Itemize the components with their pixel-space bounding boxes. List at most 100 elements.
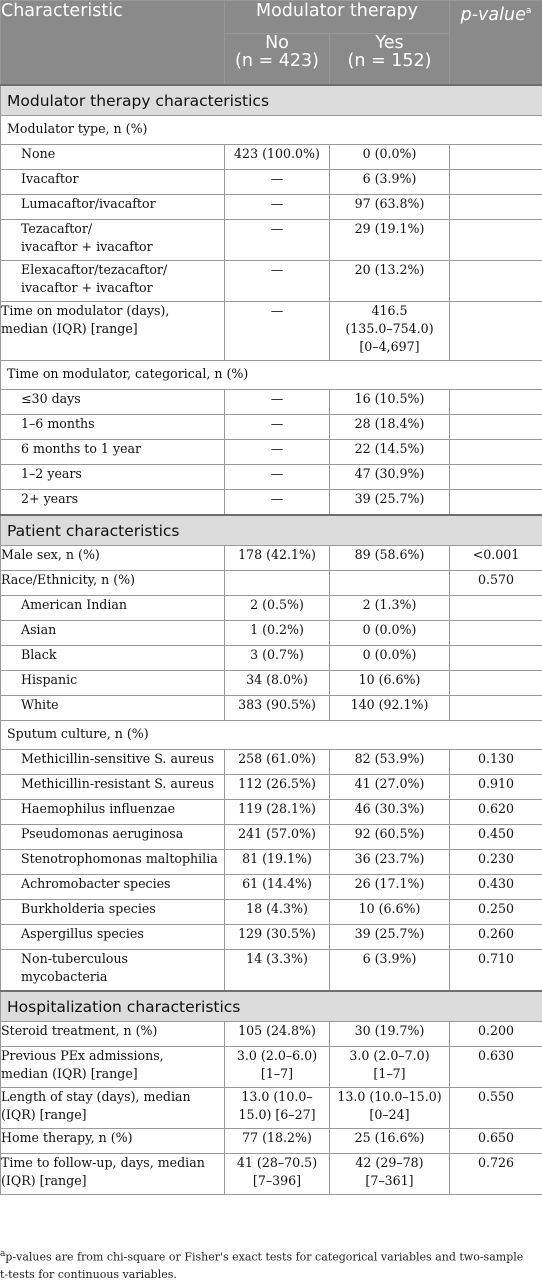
cell-no-line: 77 (18.2%) bbox=[225, 1129, 329, 1147]
cell-no: 13.0 (10.0–15.0) [6–27] bbox=[225, 1088, 330, 1129]
section-header-row: Modulator therapy characteristics bbox=[1, 85, 542, 116]
footnote-text-1: p-values are from chi-square or Fisher's… bbox=[5, 1251, 523, 1264]
cell-yes-line: 20 (13.2%) bbox=[330, 261, 449, 279]
header-yes-n: (n = 152) bbox=[330, 52, 449, 70]
cell-yes: 3.0 (2.0–7.0)[1–7] bbox=[330, 1047, 450, 1088]
cell-no: 2 (0.5%) bbox=[225, 596, 330, 621]
cell-yes-line: [0–4,697] bbox=[330, 338, 449, 356]
row-label: Stenotrophomonas maltophilia bbox=[1, 850, 225, 875]
row-label: Lumacaftor/ivacaftor bbox=[1, 195, 225, 220]
row-label: Aspergillus species bbox=[1, 925, 225, 950]
cell-p-value: 0.650 bbox=[450, 1129, 542, 1154]
group-label-line: Modulator type, n (%) bbox=[7, 120, 542, 138]
cell-p-value: 0.260 bbox=[450, 925, 542, 950]
cell-yes-line: 0 (0.0%) bbox=[330, 646, 449, 664]
cell-no: 77 (18.2%) bbox=[225, 1129, 330, 1154]
cell-yes-line: 3.0 (2.0–7.0) bbox=[330, 1047, 449, 1065]
cell-no-line: 129 (30.5%) bbox=[225, 925, 329, 943]
row-label: Home therapy, n (%) bbox=[1, 1129, 225, 1154]
table-row: 6 months to 1 year—22 (14.5%) bbox=[1, 440, 542, 465]
row-label-line: median (IQR) [range] bbox=[1, 1065, 224, 1083]
footnote-line-2: t-tests for continuous variables. bbox=[0, 1266, 542, 1283]
cell-yes: 13.0 (10.0–15.0)[0–24] bbox=[330, 1088, 450, 1129]
cell-yes: 26 (17.1%) bbox=[330, 875, 450, 900]
cell-no: 383 (90.5%) bbox=[225, 696, 330, 721]
cell-p-value-line: 0.130 bbox=[450, 750, 542, 768]
cell-yes-line: [0–24] bbox=[330, 1106, 449, 1124]
row-label-line: (IQR) [range] bbox=[1, 1106, 224, 1124]
row-label: None bbox=[1, 145, 225, 170]
cell-p-value-line: 0.650 bbox=[450, 1129, 542, 1147]
row-label-line: Tezacaftor/ bbox=[21, 220, 224, 238]
cell-yes-line: 82 (53.9%) bbox=[330, 750, 449, 768]
cell-no: — bbox=[225, 490, 330, 516]
row-label: Burkholderia species bbox=[1, 900, 225, 925]
group-label-line: Time on modulator, categorical, n (%) bbox=[7, 365, 542, 383]
row-label: Time to follow-up, days, median(IQR) [ra… bbox=[1, 1154, 225, 1195]
cell-no: 105 (24.8%) bbox=[225, 1022, 330, 1047]
cell-no: — bbox=[225, 440, 330, 465]
row-label-line: mycobacteria bbox=[21, 968, 224, 986]
cell-no: — bbox=[225, 415, 330, 440]
cell-yes-line: 16 (10.5%) bbox=[330, 390, 449, 408]
section-title: Hospitalization characteristics bbox=[1, 991, 542, 1022]
row-label: Elexacaftor/tezacaftor/ivacaftor + ivaca… bbox=[1, 261, 225, 302]
cell-no: — bbox=[225, 195, 330, 220]
cell-p-value bbox=[450, 646, 542, 671]
row-label: Length of stay (days), median(IQR) [rang… bbox=[1, 1088, 225, 1129]
cell-p-value bbox=[450, 261, 542, 302]
cell-yes-line: 6 (3.9%) bbox=[330, 950, 449, 968]
cell-no-line: [1–7] bbox=[225, 1065, 329, 1083]
cell-p-value-line: 0.620 bbox=[450, 800, 542, 818]
row-label: Methicillin-resistant S. aureus bbox=[1, 775, 225, 800]
cell-no: — bbox=[225, 220, 330, 261]
cell-yes-line: (135.0–754.0) bbox=[330, 320, 449, 338]
cell-p-value: 0.230 bbox=[450, 850, 542, 875]
table-row: Tezacaftor/ivacaftor + ivacaftor—29 (19.… bbox=[1, 220, 542, 261]
row-label-line: Pseudomonas aeruginosa bbox=[21, 825, 224, 843]
row-label: Asian bbox=[1, 621, 225, 646]
cell-no: 1 (0.2%) bbox=[225, 621, 330, 646]
cell-no-line: 3.0 (2.0–6.0) bbox=[225, 1047, 329, 1065]
cell-yes-line: 97 (63.8%) bbox=[330, 195, 449, 213]
row-label: Tezacaftor/ivacaftor + ivacaftor bbox=[1, 220, 225, 261]
cell-no-line: 1 (0.2%) bbox=[225, 621, 329, 639]
cell-p-value: 0.570 bbox=[450, 571, 542, 596]
row-label: White bbox=[1, 696, 225, 721]
cell-no-line: 18 (4.3%) bbox=[225, 900, 329, 918]
cell-yes-line: 25 (16.6%) bbox=[330, 1129, 449, 1147]
table-row: Length of stay (days), median(IQR) [rang… bbox=[1, 1088, 542, 1129]
cell-p-value: 0.250 bbox=[450, 900, 542, 925]
cell-no-line: — bbox=[225, 465, 329, 483]
cell-yes-line: 28 (18.4%) bbox=[330, 415, 449, 433]
row-label-line: Non-tuberculous bbox=[21, 950, 224, 968]
cell-yes: 2 (1.3%) bbox=[330, 596, 450, 621]
cell-yes-line: 29 (19.1%) bbox=[330, 220, 449, 238]
cell-p-value-line: 0.550 bbox=[450, 1088, 542, 1106]
cell-no: 241 (57.0%) bbox=[225, 825, 330, 850]
cell-p-value-line: 0.630 bbox=[450, 1047, 542, 1065]
cell-yes: 30 (19.7%) bbox=[330, 1022, 450, 1047]
section-title: Modulator therapy characteristics bbox=[1, 85, 542, 116]
row-label-line: Asian bbox=[21, 621, 224, 639]
cell-no-line: — bbox=[225, 415, 329, 433]
table-body: Modulator therapy characteristics Modulat… bbox=[1, 85, 542, 1195]
cell-p-value: 0.620 bbox=[450, 800, 542, 825]
cell-no: 41 (28–70.5)[7–396] bbox=[225, 1154, 330, 1195]
cell-no-line: 241 (57.0%) bbox=[225, 825, 329, 843]
cell-yes: 39 (25.7%) bbox=[330, 925, 450, 950]
row-label: Pseudomonas aeruginosa bbox=[1, 825, 225, 850]
row-label-line: Elexacaftor/tezacaftor/ bbox=[21, 261, 224, 279]
table-row: Lumacaftor/ivacaftor—97 (63.8%) bbox=[1, 195, 542, 220]
header-p-value-sup: a bbox=[526, 6, 532, 16]
cell-p-value bbox=[450, 170, 542, 195]
cell-yes-line: 10 (6.6%) bbox=[330, 671, 449, 689]
cell-yes: 39 (25.7%) bbox=[330, 490, 450, 516]
cell-no: 258 (61.0%) bbox=[225, 750, 330, 775]
